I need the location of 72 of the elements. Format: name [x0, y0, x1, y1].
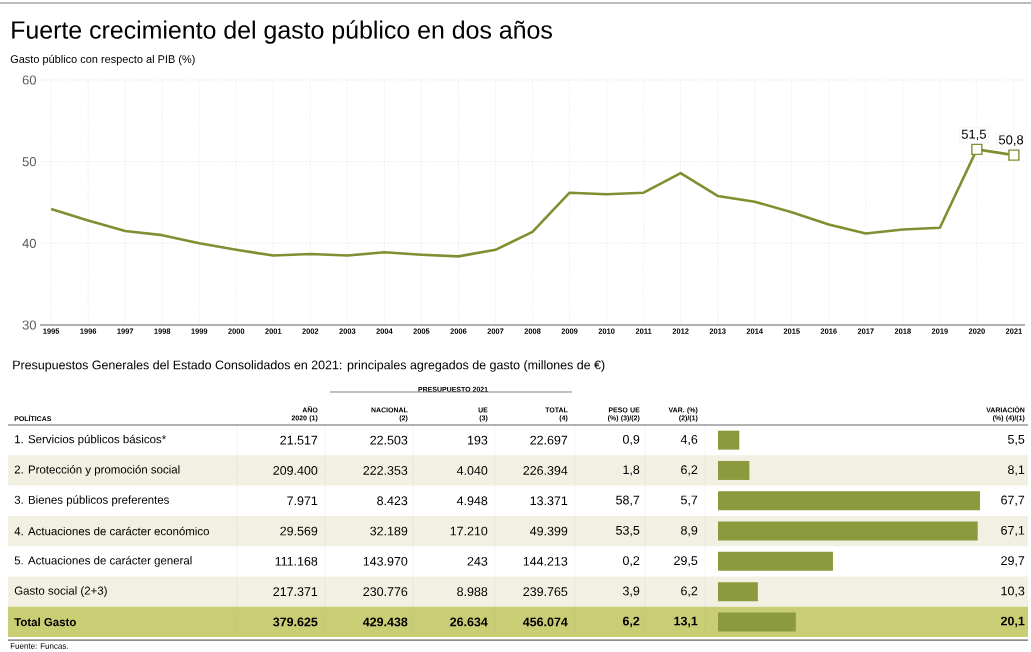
text: 239.765 [523, 587, 568, 597]
text: 226.394 [523, 466, 568, 475]
text: 8,9 [681, 525, 698, 537]
text: 0,9 [622, 435, 640, 446]
text: 5,7 [680, 495, 698, 506]
text: 22.503 [370, 435, 408, 445]
text: 8.423 [377, 496, 408, 506]
category-label: Gasto social (2+3) [14, 586, 107, 597]
y-tick-label: 40 [22, 238, 36, 248]
text: 17.210 [450, 526, 488, 536]
text: 22.697 [530, 435, 568, 445]
bar [718, 460, 750, 480]
text: 1,8 [623, 465, 640, 476]
text: 0,2 [622, 556, 640, 567]
bar [718, 582, 758, 602]
text: Presupuestos Generales del Estado Consolidados en 2021: principales agregados de gasto (millones de €) [13, 360, 605, 372]
text: 111.168 [275, 556, 318, 566]
bar [718, 612, 796, 632]
bar [718, 430, 740, 450]
data-label: 67,7 [1001, 495, 1025, 506]
text: 4.948 [456, 496, 488, 506]
text: 26.634 [450, 617, 488, 627]
chart-title: Fuerte crecimiento del gasto público en dos años [12, 20, 552, 44]
text: 13.371 [530, 496, 568, 506]
y-tick-label: 50 [22, 157, 36, 167]
text: 58,7 [616, 495, 640, 506]
text: 3,9 [622, 586, 640, 597]
text: 6,2 [622, 616, 640, 628]
data-label: 29,7 [1001, 556, 1025, 567]
y-tick-label: 60 [22, 75, 36, 85]
text: 379.625 [273, 617, 318, 627]
text: 230.776 [363, 587, 408, 597]
text: 429.438 [362, 617, 408, 627]
category-label: 1. Servicios públicos básicos* [15, 434, 166, 446]
annotation: 51,5 [961, 129, 986, 141]
bar [718, 521, 978, 541]
category-label: 2. Protección y promoción social [14, 465, 180, 476]
category-label: 5. Actuaciones de carácter general [14, 555, 192, 567]
data-label: 8,1 [1008, 465, 1025, 476]
data-label: 67,1 [1001, 525, 1025, 537]
bar [718, 551, 833, 571]
text: 6,2 [681, 465, 698, 476]
text: 193 [467, 435, 488, 445]
text: 53,5 [616, 525, 640, 537]
text: 6,2 [681, 586, 698, 597]
data-label: 10,3 [1001, 586, 1025, 597]
data-label: 20,1 [1001, 616, 1025, 628]
text: 144.213 [523, 556, 568, 566]
text: 243 [467, 556, 488, 566]
text: 49.399 [530, 526, 568, 536]
text: 8.988 [457, 587, 488, 597]
text: 456.074 [522, 617, 568, 627]
text: 29.569 [280, 526, 318, 536]
y-tick-label: 30 [22, 320, 36, 330]
text: 13,1 [674, 616, 698, 628]
text: 4,6 [680, 435, 698, 446]
text: 7.971 [287, 496, 318, 506]
text: 4.040 [456, 466, 488, 475]
text: 32.189 [370, 526, 408, 536]
text: 143.970 [363, 556, 408, 566]
category-label: 3. Bienes públicos preferentes [14, 495, 169, 507]
text: 222.353 [363, 466, 408, 475]
text: 217.371 [273, 587, 318, 597]
data-label: 5,5 [1008, 435, 1025, 446]
annotation: 50,8 [998, 135, 1024, 146]
text: 21.517 [280, 435, 318, 445]
bar [718, 491, 981, 511]
chart-subtitle: Gasto público con respecto al PIB (%) [10, 54, 195, 66]
category-label: Total Gasto [14, 617, 76, 627]
text: 209.400 [273, 466, 318, 475]
category-label: 4. Actuaciones de carácter económico [14, 526, 209, 536]
text: 29,5 [674, 556, 698, 567]
